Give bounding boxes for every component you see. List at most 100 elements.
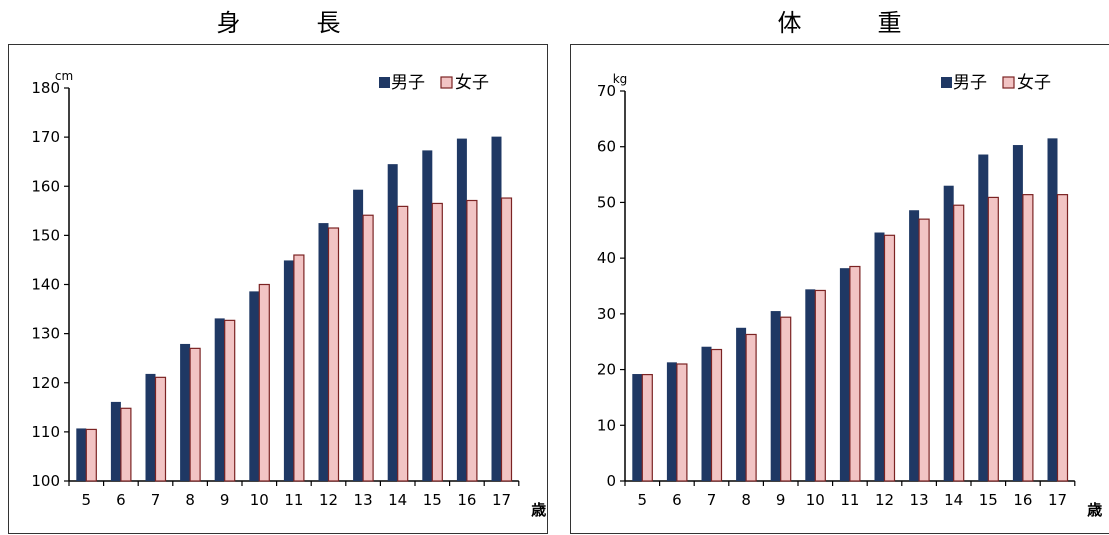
bar-female — [641, 373, 653, 482]
y-tick-label: 160 — [31, 177, 60, 195]
x-tick-label: 12 — [875, 491, 894, 509]
x-tick-label: 10 — [250, 491, 269, 509]
legend-swatch-female — [440, 76, 453, 89]
y-tick-label: 10 — [597, 416, 616, 434]
x-tick-label: 13 — [910, 491, 929, 509]
legend-label-male: 男子 — [391, 73, 425, 93]
x-tick-label: 8 — [741, 491, 751, 509]
x-tick-label: 7 — [151, 491, 161, 509]
legend-swatch-male — [941, 77, 952, 88]
bar-female — [745, 333, 757, 482]
y-tick-label: 150 — [31, 226, 60, 244]
bar-female — [224, 319, 236, 482]
x-tick-label: 14 — [388, 491, 407, 509]
bar-female — [362, 214, 374, 482]
bar-male — [701, 346, 712, 481]
bar-male — [909, 210, 920, 481]
bar-male — [736, 327, 747, 481]
bar-male — [943, 185, 954, 481]
legend-label-female: 女子 — [1017, 73, 1051, 93]
x-tick-label: 13 — [354, 491, 373, 509]
bar-male — [666, 362, 677, 481]
x-tick-label: 9 — [776, 491, 786, 509]
y-unit-label: cm — [55, 69, 73, 83]
y-tick-label: 70 — [597, 82, 616, 100]
bar-male — [874, 232, 885, 481]
bar-male — [180, 343, 191, 481]
bar-male — [283, 260, 294, 481]
bar-female — [466, 199, 478, 482]
weight-chart-frame: 0 10 20 30 40 50 60 70 kg 5 6 7 8 9 10 11 12 13 14 15 16 17 歳 男… — [570, 44, 1109, 534]
legend-swatch-female — [1002, 76, 1015, 89]
x-tick-label: 15 — [979, 491, 998, 509]
bar-female — [710, 348, 723, 482]
bar-female — [780, 316, 792, 482]
bar-male — [318, 223, 329, 481]
bar-female — [258, 283, 270, 482]
y-tick-label: 110 — [31, 423, 60, 441]
x-unit-label: 歳 — [1087, 501, 1102, 519]
y-tick-label: 0 — [606, 472, 616, 490]
x-tick-label: 11 — [284, 491, 303, 509]
y-tick-label: 20 — [597, 361, 616, 379]
bar-female — [293, 254, 305, 482]
x-unit-label: 歳 — [531, 501, 546, 519]
bar-female — [953, 204, 965, 482]
bar-male — [214, 318, 225, 481]
bar-male — [456, 138, 467, 481]
bar-male — [1012, 145, 1023, 481]
y-tick-label: 60 — [597, 138, 616, 156]
bar-female — [676, 363, 688, 482]
bar-female — [431, 202, 443, 482]
x-tick-label: 12 — [319, 491, 338, 509]
x-tick-label: 11 — [840, 491, 859, 509]
legend-label-male: 男子 — [953, 73, 987, 93]
x-tick-label: 6 — [116, 491, 126, 509]
bar-male — [1047, 138, 1058, 481]
bar-female — [500, 197, 513, 482]
bar-male — [76, 428, 87, 481]
bar-female — [327, 227, 340, 482]
y-tick-label: 170 — [31, 128, 60, 146]
y-unit-label: kg — [613, 72, 628, 86]
bar-female — [849, 265, 861, 482]
bar-female — [883, 234, 896, 482]
y-tick-label: 140 — [31, 276, 60, 294]
bar-male — [491, 136, 502, 481]
chart-title-weight: 体 重 — [777, 9, 903, 37]
bar-male — [978, 154, 989, 481]
bar-male — [632, 374, 643, 481]
bar-female — [814, 289, 826, 482]
y-tick-label: 130 — [31, 325, 60, 343]
x-tick-label: 15 — [423, 491, 442, 509]
y-tick-label: 30 — [597, 305, 616, 323]
y-tick-label: 100 — [31, 472, 60, 490]
y-tick-label: 180 — [31, 79, 60, 97]
x-tick-label: 8 — [185, 491, 195, 509]
bar-male — [387, 164, 398, 482]
x-tick-label: 5 — [82, 491, 92, 509]
x-tick-label: 17 — [492, 491, 511, 509]
bar-male — [353, 189, 364, 481]
x-tick-label: 17 — [1048, 491, 1067, 509]
bar-male — [422, 150, 433, 482]
y-tick-label: 120 — [31, 374, 60, 392]
bar-female — [1022, 194, 1034, 482]
y-tick-label: 40 — [597, 249, 616, 267]
bar-female — [189, 347, 201, 482]
legend-label-female: 女子 — [455, 73, 489, 93]
x-tick-label: 10 — [806, 491, 825, 509]
bar-male — [839, 268, 850, 481]
bar-female — [154, 376, 167, 482]
bar-male — [110, 401, 121, 481]
bar-female — [397, 205, 409, 482]
x-tick-label: 16 — [1013, 491, 1032, 509]
x-tick-label: 14 — [944, 491, 963, 509]
bar-female — [918, 218, 930, 482]
bar-male — [805, 289, 816, 481]
bar-female — [987, 196, 999, 482]
bar-female — [85, 428, 97, 482]
x-tick-label: 7 — [707, 491, 717, 509]
